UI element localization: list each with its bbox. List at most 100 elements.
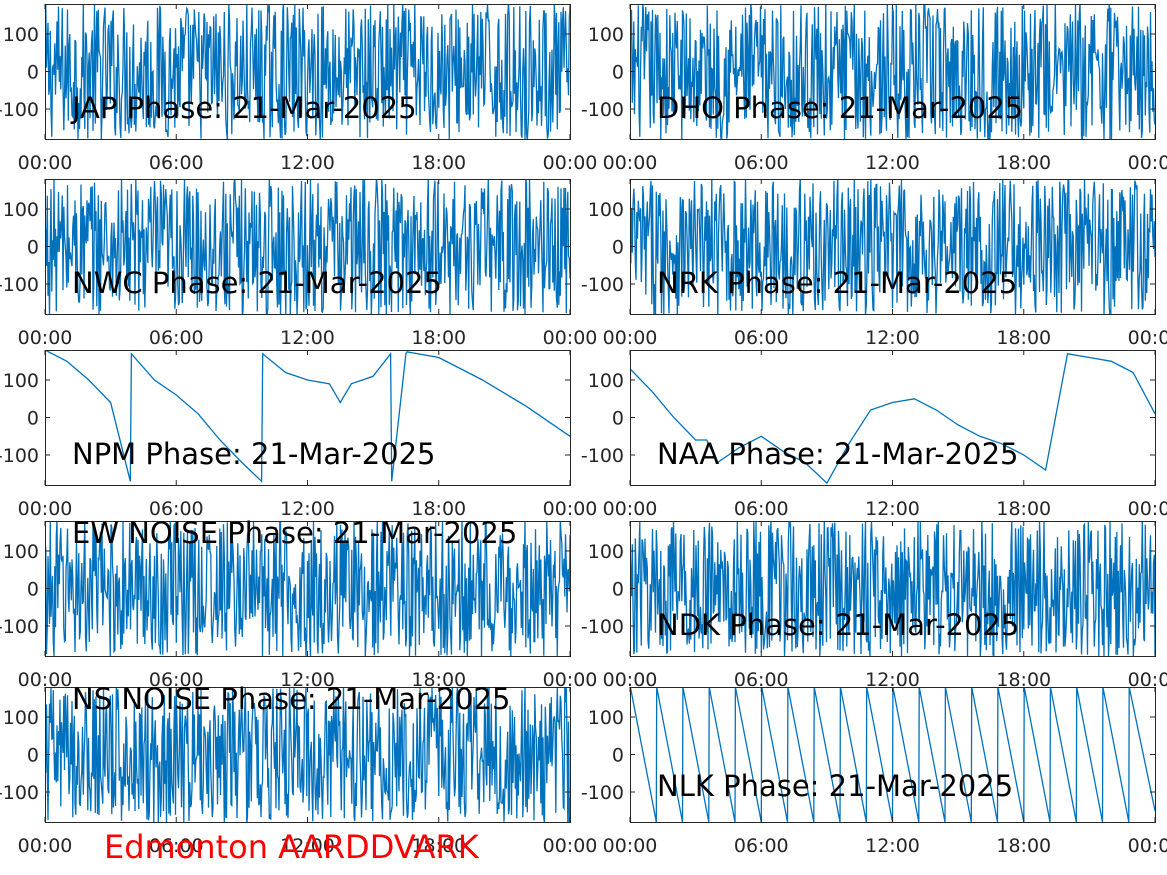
x-tick-label: 06:00 [734, 498, 789, 520]
x-tick-label: 18:00 [996, 669, 1051, 691]
panel-title: NLK Phase: 21-Mar-2025 [657, 769, 1013, 803]
panel-title: EW NOISE Phase: 21-Mar-2025 [72, 516, 517, 550]
y-tick-label: -100 [0, 274, 39, 296]
y-tick-label: 100 [3, 24, 39, 46]
y-tick-label: 100 [588, 707, 624, 729]
x-tick-label: 00:00 [1128, 498, 1167, 520]
y-tick-label: 0 [612, 237, 624, 259]
phase-panel: 100 0 -100 00:00 06:00 12:00 18:00 00:00 DHO Pha… [581, 4, 1167, 174]
phase-line [45, 521, 570, 656]
y-tick-label: 100 [588, 370, 624, 392]
x-tick-label: 18:00 [996, 152, 1051, 174]
y-tick-label: 0 [612, 62, 624, 84]
x-tick-label: 06:00 [149, 327, 204, 349]
y-tick-label: 0 [27, 237, 39, 259]
x-tick-label: 00:00 [543, 669, 598, 691]
station-label: Edmonton AARDDVARK [104, 828, 479, 866]
x-tick-label: 06:00 [734, 835, 789, 857]
x-tick-label: 12:00 [280, 152, 335, 174]
x-tick-label: 06:00 [149, 669, 204, 691]
x-tick-label: 00:00 [18, 498, 73, 520]
y-tick-label: 0 [612, 579, 624, 601]
y-tick-label: 0 [27, 745, 39, 767]
x-tick-label: 18:00 [411, 327, 466, 349]
x-tick-label: 18:00 [411, 835, 466, 857]
y-tick-label: -100 [0, 782, 39, 804]
y-tick-label: -100 [581, 445, 624, 467]
x-tick-label: 06:00 [734, 152, 789, 174]
x-tick-label: 12:00 [280, 669, 335, 691]
y-tick-label: 0 [612, 408, 624, 430]
x-tick-label: 12:00 [280, 835, 335, 857]
x-tick-label: 00:00 [603, 152, 658, 174]
y-tick-label: 0 [27, 579, 39, 601]
y-tick-label: 100 [3, 370, 39, 392]
x-tick-label: 00:00 [1128, 835, 1167, 857]
phase-panel: 100 0 -100 00:00 06:00 12:00 18:00 00:00 NS NOIS… [0, 682, 597, 857]
y-tick-label: 100 [588, 541, 624, 563]
panel-title: DHO Phase: 21-Mar-2025 [657, 91, 1023, 125]
x-tick-label: 00:00 [1128, 669, 1167, 691]
x-tick-label: 00:00 [543, 152, 598, 174]
phase-line [45, 687, 570, 822]
y-tick-label: -100 [581, 616, 624, 638]
x-tick-label: 00:00 [18, 835, 73, 857]
panel-title: NWC Phase: 21-Mar-2025 [72, 266, 442, 300]
y-tick-label: 100 [3, 541, 39, 563]
panel-title: NDK Phase: 21-Mar-2025 [657, 608, 1019, 642]
phase-line [45, 350, 570, 483]
x-tick-label: 00:00 [603, 498, 658, 520]
x-tick-label: 12:00 [280, 327, 335, 349]
y-tick-label: -100 [0, 616, 39, 638]
x-tick-label: 00:00 [543, 498, 598, 520]
y-tick-label: -100 [0, 445, 39, 467]
y-tick-label: -100 [581, 274, 624, 296]
phase-panel: 100 0 -100 00:00 06:00 12:00 18:00 00:00 NPM Pha… [0, 350, 597, 520]
x-tick-label: 12:00 [865, 669, 920, 691]
x-tick-label: 06:00 [149, 152, 204, 174]
x-tick-label: 12:00 [865, 327, 920, 349]
phase-panel: 100 0 -100 00:00 06:00 12:00 18:00 00:00 NAA Pha… [581, 350, 1167, 520]
x-tick-label: 18:00 [411, 152, 466, 174]
x-tick-label: 00:00 [18, 152, 73, 174]
phase-line [630, 687, 1155, 822]
x-tick-label: 06:00 [149, 835, 204, 857]
phase-panel: 100 0 -100 00:00 06:00 12:00 18:00 00:00 NLK Pha… [581, 687, 1167, 857]
x-tick-label: 00:00 [18, 669, 73, 691]
x-tick-label: 00:00 [603, 669, 658, 691]
x-tick-label: 06:00 [149, 498, 204, 520]
phase-panel: 100 0 -100 00:00 06:00 12:00 18:00 00:00 NRK Pha… [581, 179, 1167, 349]
phase-line [630, 521, 1155, 656]
x-tick-label: 00:00 [18, 327, 73, 349]
y-tick-label: 100 [588, 24, 624, 46]
phase-line [45, 179, 570, 314]
panel-title: NRK Phase: 21-Mar-2025 [657, 266, 1017, 300]
x-tick-label: 18:00 [996, 498, 1051, 520]
panel-title: NS NOISE Phase: 21-Mar-2025 [72, 682, 510, 716]
x-tick-label: 18:00 [996, 327, 1051, 349]
y-tick-label: 0 [27, 408, 39, 430]
x-tick-label: 00:00 [603, 835, 658, 857]
y-tick-label: 0 [27, 62, 39, 84]
y-tick-label: 100 [3, 199, 39, 221]
phase-panel: 100 0 -100 00:00 06:00 12:00 18:00 00:00 JAP Pha… [0, 4, 598, 174]
x-tick-label: 00:00 [543, 835, 598, 857]
y-tick-label: -100 [581, 99, 624, 121]
x-tick-label: 00:00 [1128, 327, 1167, 349]
phase-panel: 100 0 -100 00:00 06:00 12:00 18:00 00:00 EW NOIS… [0, 516, 597, 691]
x-tick-label: 12:00 [865, 152, 920, 174]
phase-panel: 100 0 -100 00:00 06:00 12:00 18:00 00:00 NWC Pha… [0, 179, 597, 349]
y-tick-label: 0 [612, 745, 624, 767]
x-tick-label: 12:00 [865, 498, 920, 520]
phase-panel: 100 0 -100 00:00 06:00 12:00 18:00 00:00 NDK Pha… [581, 521, 1167, 691]
x-tick-label: 00:00 [603, 327, 658, 349]
phase-line [45, 4, 570, 139]
y-tick-label: -100 [581, 782, 624, 804]
panel-title: NPM Phase: 21-Mar-2025 [72, 437, 436, 471]
x-tick-label: 00:00 [1128, 152, 1167, 174]
x-tick-label: 18:00 [411, 498, 466, 520]
panel-title: NAA Phase: 21-Mar-2025 [657, 437, 1018, 471]
x-tick-label: 12:00 [280, 498, 335, 520]
y-tick-label: 100 [3, 707, 39, 729]
x-tick-label: 12:00 [865, 835, 920, 857]
